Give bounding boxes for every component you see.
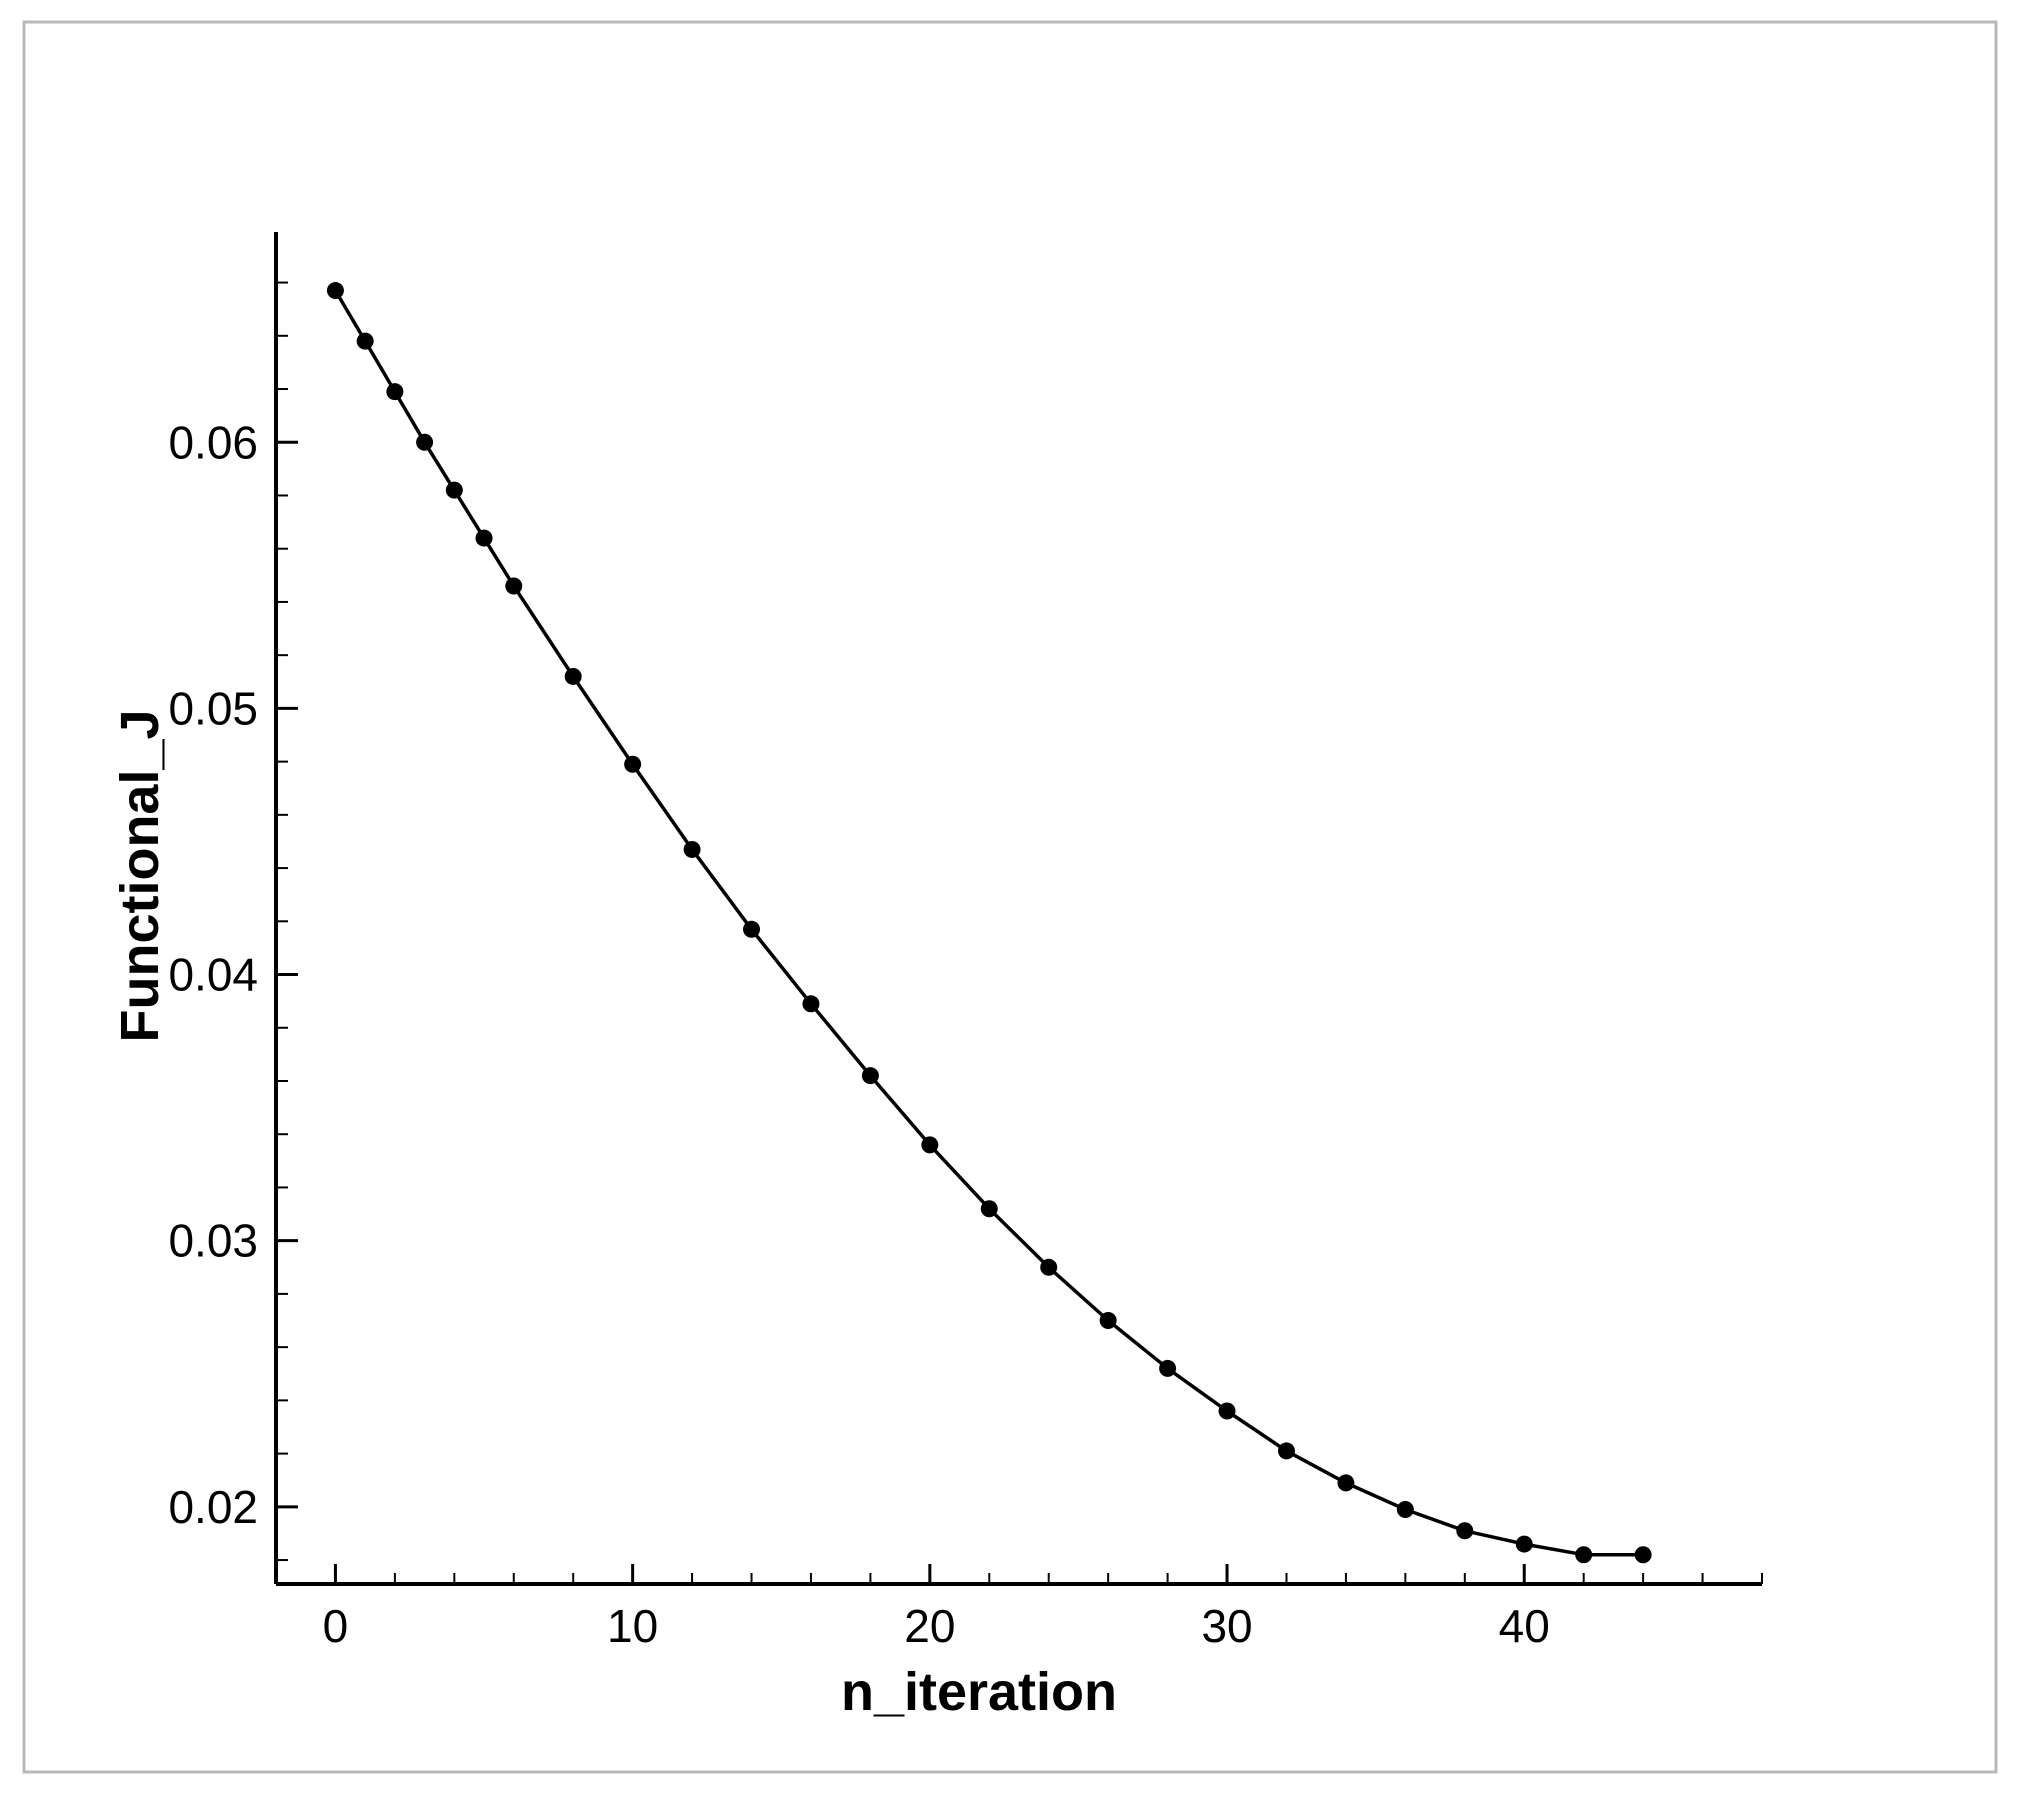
- x-axis-title: n_iteration: [841, 1662, 1117, 1722]
- data-point: [624, 755, 642, 773]
- data-point: [1456, 1522, 1474, 1540]
- data-point: [326, 282, 344, 300]
- data-point: [416, 433, 434, 451]
- y-tick-label: 0.06: [168, 416, 258, 468]
- x-tick-label: 20: [904, 1600, 955, 1652]
- series-line: [333, 289, 1644, 1557]
- data-point: [445, 481, 463, 499]
- data-point: [564, 667, 582, 685]
- y-tick-label: 0.05: [168, 682, 258, 734]
- data-point: [1277, 1442, 1295, 1460]
- data-point: [356, 332, 374, 350]
- data-point: [1040, 1258, 1058, 1276]
- data-point: [1159, 1359, 1177, 1377]
- data-point: [386, 383, 404, 401]
- data-point: [505, 577, 523, 595]
- data-point: [475, 529, 493, 547]
- data-point: [683, 840, 701, 858]
- data-point: [1396, 1500, 1414, 1518]
- y-tick-label: 0.04: [168, 949, 258, 1001]
- data-point: [802, 995, 820, 1013]
- data-point: [1099, 1312, 1117, 1330]
- data-point: [743, 920, 761, 938]
- data-point: [1515, 1535, 1533, 1553]
- y-tick-label: 0.03: [168, 1215, 258, 1267]
- x-tick-label: 0: [323, 1600, 349, 1652]
- data-point: [1634, 1546, 1652, 1564]
- data-point: [1218, 1402, 1236, 1420]
- data-point: [980, 1200, 998, 1218]
- x-axis-ticks: 0 10 20 30 40: [275, 1564, 1763, 1652]
- x-tick-label: 30: [1201, 1600, 1252, 1652]
- data-point: [921, 1136, 939, 1154]
- data-point: [1337, 1474, 1355, 1492]
- series-group: [326, 282, 1652, 1564]
- y-axis-title: Functional_J: [110, 709, 170, 1042]
- data-point: [1575, 1546, 1593, 1564]
- figure-frame: [22, 20, 1998, 1774]
- x-tick-label: 10: [607, 1600, 658, 1652]
- y-axis-ticks: 0.02 0.03 0.04 0.05 0.06: [168, 281, 298, 1562]
- x-tick-label: 40: [1499, 1600, 1550, 1652]
- data-point: [861, 1067, 879, 1085]
- y-tick-label: 0.02: [168, 1481, 258, 1533]
- axes: [274, 232, 1762, 1586]
